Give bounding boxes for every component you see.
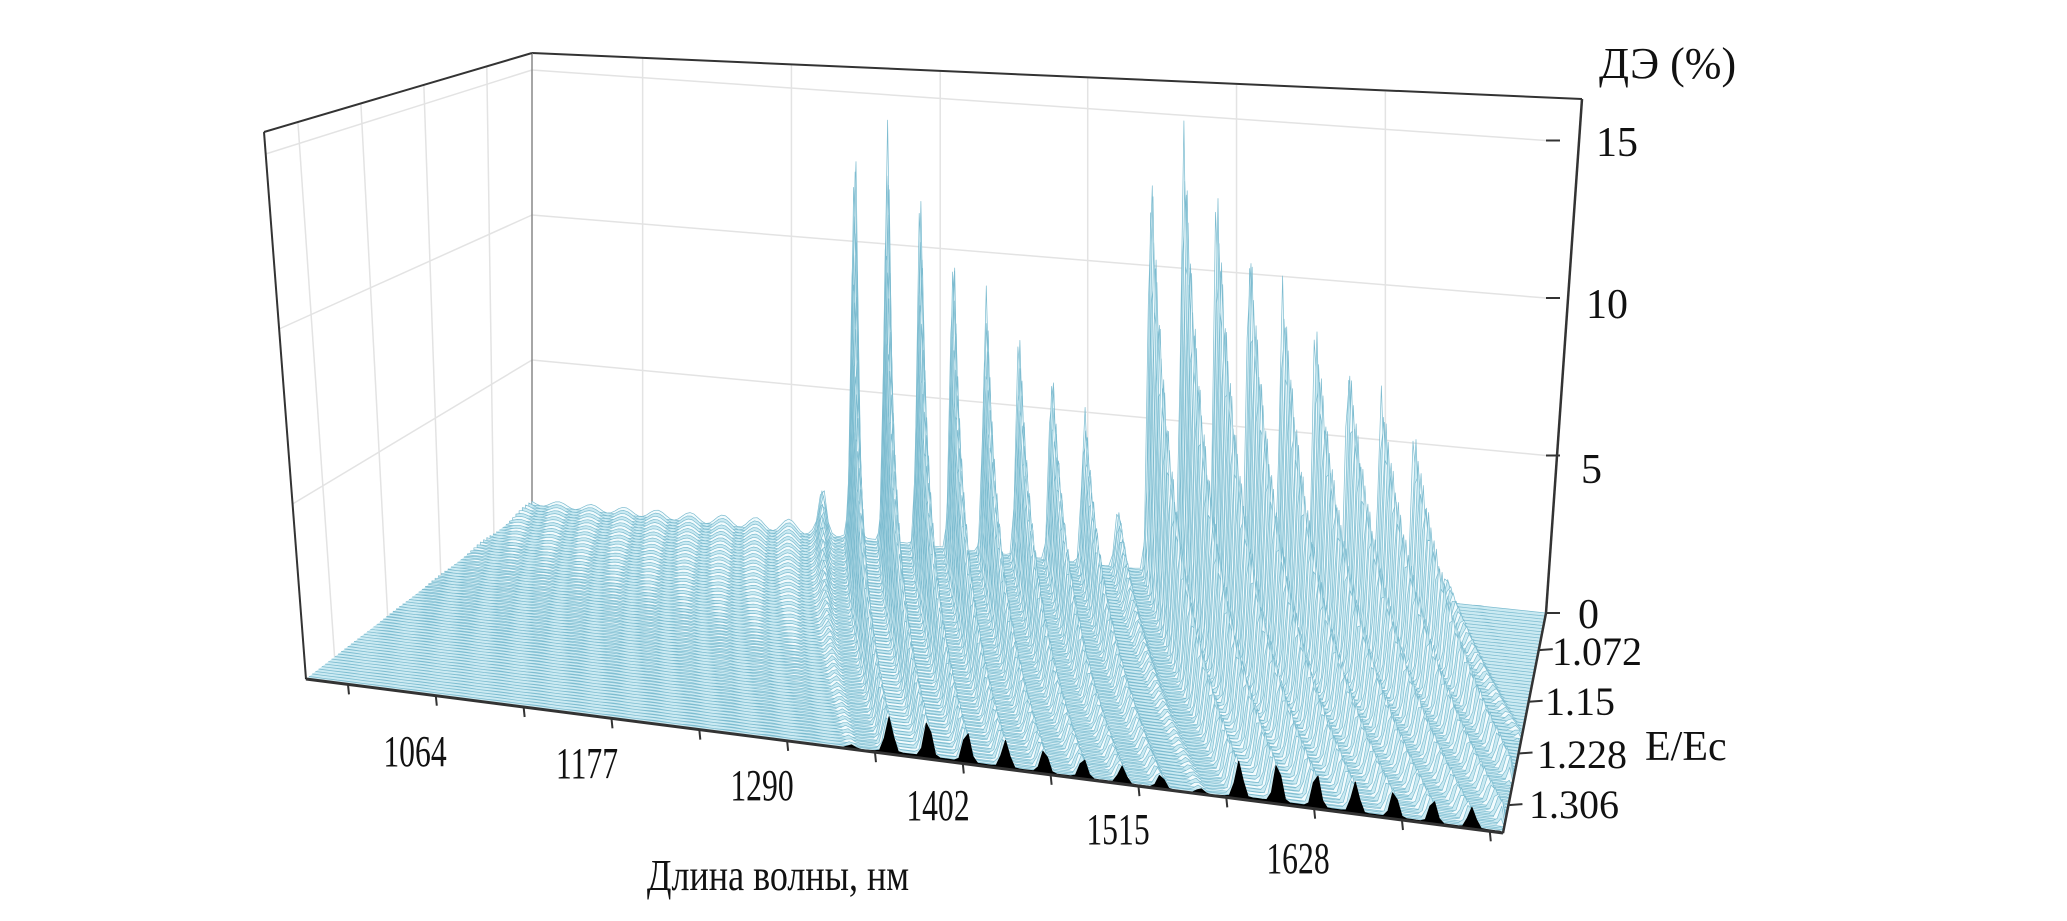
x-tick-label-1402: 1402 <box>906 782 969 830</box>
back-wall-gridline <box>531 359 1547 457</box>
box-top-side-edge <box>263 52 533 133</box>
y-tick <box>1528 699 1543 703</box>
x-axis-label: Длина волны, нм <box>647 851 909 900</box>
y-tick-label-1228: 1.228 <box>1537 732 1627 777</box>
side-wall-gridline <box>265 69 533 155</box>
y-axis-label: E/Ec <box>1645 724 1727 770</box>
surface-plot <box>305 119 1547 834</box>
z-tick-label-10: 10 <box>1586 282 1628 328</box>
surface-row <box>441 489 1530 702</box>
x-tick <box>1313 808 1317 819</box>
z-axis-line <box>1544 98 1584 614</box>
x-tick-label-1290: 1290 <box>730 762 793 810</box>
x-tick <box>1137 786 1141 797</box>
x-tick-label-1177: 1177 <box>556 740 618 788</box>
x-tick <box>1049 774 1053 785</box>
z-tick-label-0: 0 <box>1578 592 1599 638</box>
side-wall-gridline <box>423 84 442 576</box>
x-tick <box>961 763 965 774</box>
x-tick <box>434 695 438 706</box>
x-tick <box>610 718 614 729</box>
x-tick <box>522 706 526 718</box>
side-wall-gridline <box>278 214 533 330</box>
x-tick-labels: 1064 1177 1290 1402 1515 1628 <box>383 728 1329 883</box>
z-tick-label-5: 5 <box>1581 447 1602 493</box>
x-tick-label-1628: 1628 <box>1266 835 1329 883</box>
y-tick-label-1072: 1.072 <box>1552 629 1642 674</box>
y-tick <box>1508 803 1523 807</box>
side-wall-gridline <box>292 359 533 505</box>
x-tick <box>786 740 790 751</box>
x-tick <box>1488 831 1492 842</box>
z-axis-label: ДЭ (%) <box>1599 39 1736 88</box>
side-wall-gridline <box>297 121 336 658</box>
side-wall-gridline <box>486 66 495 535</box>
z-tick-label-15: 15 <box>1596 120 1638 166</box>
y-tick <box>1538 648 1553 652</box>
y-tick-label-115: 1.15 <box>1545 679 1615 724</box>
surface-row <box>483 362 1538 661</box>
side-wall-gridline <box>360 103 389 617</box>
x-axis-line <box>305 677 1504 835</box>
back-wall-gridline <box>531 214 1547 299</box>
x-tick <box>873 752 877 763</box>
y-tick-label-1306: 1.306 <box>1529 782 1619 827</box>
x-tick <box>1400 819 1404 831</box>
box-top-back-edge <box>531 52 1583 100</box>
x-tick-label-1515: 1515 <box>1086 806 1149 854</box>
x-tick <box>346 684 350 695</box>
back-wall-gridline <box>531 69 1547 142</box>
x-tick <box>1225 797 1229 808</box>
x-tick <box>698 729 702 740</box>
x-tick-label-1064: 1064 <box>383 728 446 776</box>
y-tick <box>1518 751 1533 755</box>
chart-axes <box>305 98 1584 842</box>
box-left-edge <box>263 131 307 680</box>
